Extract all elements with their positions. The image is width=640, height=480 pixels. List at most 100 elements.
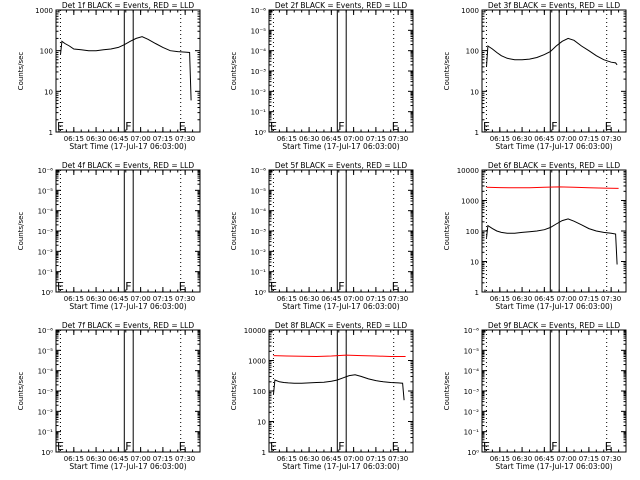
y-tick-label: 10 xyxy=(470,88,479,96)
panel-title: Det 1f BLACK = Events, RED = LLD xyxy=(62,1,195,10)
y-tick-label: 100 xyxy=(466,228,479,236)
y-tick-label: 10⁻³ xyxy=(464,388,480,396)
y-tick-label: 10⁻⁵ xyxy=(251,27,267,35)
x-tick-label: 07:30 xyxy=(388,455,408,463)
x-tick-label: 06:45 xyxy=(321,135,341,143)
x-tick-label: 06:15 xyxy=(490,455,510,463)
marker-letter-e: E xyxy=(57,120,64,133)
events-series-line xyxy=(273,374,405,401)
events-series-line xyxy=(60,36,192,101)
x-axis-label: Start Time (17-Jul-17 06:03:00) xyxy=(495,462,612,471)
x-tick-label: 07:15 xyxy=(153,295,173,303)
y-tick-label: 100 xyxy=(466,48,479,56)
x-tick-label: 07:15 xyxy=(153,135,173,143)
x-axis-label: Start Time (17-Jul-17 06:03:00) xyxy=(282,302,399,311)
y-tick-label: 10⁻⁶ xyxy=(38,327,54,335)
marker-letter-f: F xyxy=(338,280,344,293)
x-tick-label: 06:15 xyxy=(490,135,510,143)
y-tick-label: 10⁻³ xyxy=(38,388,54,396)
x-tick-label: 07:00 xyxy=(344,135,364,143)
marker-letter-e: E xyxy=(483,120,490,133)
y-tick-label: 10⁻³ xyxy=(251,68,267,76)
x-tick-label: 07:00 xyxy=(344,295,364,303)
detector-panel-4: Det 4f BLACK = Events, RED = LLD 10⁰ 10⁻¹ 1… xyxy=(17,161,201,311)
x-tick-label: 06:30 xyxy=(512,295,532,303)
detector-panel-9: Det 9f BLACK = Events, RED = LLD 10⁰ 10⁻¹ 1… xyxy=(443,321,627,471)
y-tick-label: 10⁻¹ xyxy=(38,429,54,437)
y-tick-label: 10⁻² xyxy=(251,248,267,256)
y-tick-label: 10⁻⁵ xyxy=(38,347,54,355)
marker-letter-f: F xyxy=(125,440,131,453)
x-tick-label: 06:30 xyxy=(299,135,319,143)
y-axis-label: Counts/sec xyxy=(17,372,25,411)
events-series-line xyxy=(486,218,618,265)
y-tick-label: 10⁻³ xyxy=(38,228,54,236)
y-tick-label: 100 xyxy=(253,388,266,396)
marker-letter-e: E xyxy=(179,120,186,133)
marker-letter-e: E xyxy=(605,120,612,133)
panel-title: Det 7f BLACK = Events, RED = LLD xyxy=(62,321,195,330)
marker-letter-e: E xyxy=(483,440,490,453)
marker-letter-f: F xyxy=(551,120,557,133)
lld-series-line xyxy=(273,354,406,358)
panel-title: Det 6f BLACK = Events, RED = LLD xyxy=(488,161,621,170)
x-tick-label: 07:30 xyxy=(175,135,195,143)
y-tick-label: 10 xyxy=(257,419,266,427)
x-tick-label: 07:15 xyxy=(579,455,599,463)
y-tick-label: 10⁻⁵ xyxy=(464,347,480,355)
marker-letter-f: F xyxy=(338,440,344,453)
marker-letter-f: F xyxy=(125,120,131,133)
y-tick-label: 10⁻¹ xyxy=(251,109,267,117)
y-tick-label: 10 xyxy=(44,88,53,96)
x-tick-label: 07:15 xyxy=(579,135,599,143)
y-tick-label: 10⁻⁵ xyxy=(38,187,54,195)
y-tick-label: 10⁰ xyxy=(254,289,266,297)
marker-letter-e: E xyxy=(270,120,277,133)
x-axis-label: Start Time (17-Jul-17 06:03:00) xyxy=(495,142,612,151)
detector-panel-5: Det 5f BLACK = Events, RED = LLD 10⁰ 10⁻¹ 1… xyxy=(230,161,414,311)
x-axis-label: Start Time (17-Jul-17 06:03:00) xyxy=(282,142,399,151)
y-axis-label: Counts/sec xyxy=(230,212,238,251)
y-tick-label: 10⁻² xyxy=(38,408,54,416)
y-tick-label: 10⁻² xyxy=(464,408,480,416)
events-series-line xyxy=(486,37,618,67)
detector-panel-3: Det 3f BLACK = Events, RED = LLD 1 10 100 10… xyxy=(443,1,627,151)
x-tick-label: 06:45 xyxy=(108,135,128,143)
x-tick-label: 07:15 xyxy=(579,295,599,303)
y-axis-label: Counts/sec xyxy=(443,52,451,91)
marker-letter-e: E xyxy=(605,440,612,453)
y-tick-label: 10 xyxy=(470,259,479,267)
x-tick-label: 07:30 xyxy=(175,455,195,463)
x-axis-label: Start Time (17-Jul-17 06:03:00) xyxy=(69,302,186,311)
marker-letter-f: F xyxy=(551,440,557,453)
y-tick-label: 10⁻³ xyxy=(251,228,267,236)
y-tick-label: 10⁰ xyxy=(467,449,479,457)
x-tick-label: 07:15 xyxy=(153,455,173,463)
y-tick-label: 10⁻⁴ xyxy=(251,208,267,216)
y-tick-label: 1000 xyxy=(461,198,479,206)
y-tick-label: 10⁻⁶ xyxy=(251,7,267,15)
x-tick-label: 07:00 xyxy=(557,295,577,303)
detector-panel-8: Det 8f BLACK = Events, RED = LLD 1 10 100 10… xyxy=(230,321,414,471)
y-tick-label: 100 xyxy=(40,48,53,56)
x-tick-label: 07:15 xyxy=(366,135,386,143)
x-tick-label: 06:30 xyxy=(512,455,532,463)
x-tick-label: 06:15 xyxy=(277,295,297,303)
x-tick-label: 07:30 xyxy=(175,295,195,303)
x-axis-label: Start Time (17-Jul-17 06:03:00) xyxy=(69,142,186,151)
marker-letter-e: E xyxy=(270,440,277,453)
y-tick-label: 10⁻² xyxy=(251,88,267,96)
panel-title: Det 4f BLACK = Events, RED = LLD xyxy=(62,161,195,170)
x-tick-label: 07:30 xyxy=(601,455,621,463)
panel-title: Det 9f BLACK = Events, RED = LLD xyxy=(488,321,621,330)
marker-letter-f: F xyxy=(338,120,344,133)
plot-frame xyxy=(268,169,414,293)
panel-title: Det 3f BLACK = Events, RED = LLD xyxy=(488,1,621,10)
x-tick-label: 06:30 xyxy=(86,295,106,303)
panel-title: Det 2f BLACK = Events, RED = LLD xyxy=(275,1,408,10)
x-axis-label: Start Time (17-Jul-17 06:03:00) xyxy=(495,302,612,311)
plot-frame xyxy=(268,9,414,133)
x-tick-label: 07:00 xyxy=(557,455,577,463)
x-tick-label: 07:15 xyxy=(366,295,386,303)
